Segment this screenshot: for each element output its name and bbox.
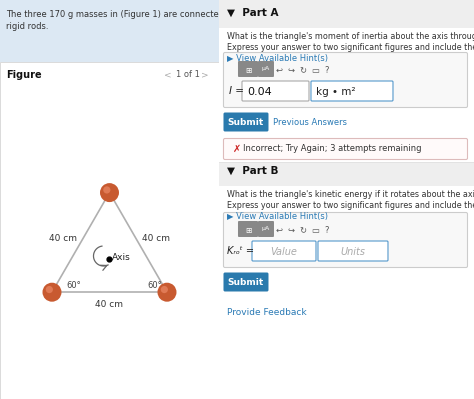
Text: Express your answer to two significant figures and include the approp: Express your answer to two significant f… [227, 201, 474, 210]
Text: Kᵣₒᵗ =: Kᵣₒᵗ = [227, 246, 254, 256]
Text: 1 of 1: 1 of 1 [176, 70, 200, 79]
FancyBboxPatch shape [238, 221, 258, 237]
Circle shape [46, 286, 53, 293]
FancyBboxPatch shape [223, 273, 268, 292]
Text: ↩: ↩ [275, 226, 283, 235]
FancyBboxPatch shape [238, 61, 258, 77]
Text: 40 cm: 40 cm [142, 234, 170, 243]
Circle shape [100, 183, 119, 202]
Text: The three 170 g masses in (Figure 1) are connected by massless,: The three 170 g masses in (Figure 1) are… [6, 10, 281, 19]
Text: What is the triangle's moment of inertia about the axis through the center?: What is the triangle's moment of inertia… [227, 32, 474, 41]
Bar [0, 62, 219, 399]
Circle shape [157, 283, 176, 302]
Text: 40 cm: 40 cm [95, 300, 124, 309]
Text: Provide Feedback: Provide Feedback [227, 308, 307, 317]
Text: I =: I = [229, 86, 244, 96]
Text: 60°: 60° [147, 281, 162, 290]
Text: 60°: 60° [66, 281, 81, 290]
Text: ⊞: ⊞ [245, 226, 251, 235]
Text: ✗: ✗ [233, 144, 241, 154]
Text: Axis: Axis [111, 253, 130, 261]
Text: μA: μA [262, 66, 270, 71]
Text: Figure: Figure [6, 70, 42, 80]
FancyBboxPatch shape [252, 241, 316, 261]
Circle shape [161, 286, 168, 293]
Text: kg • m²: kg • m² [316, 87, 356, 97]
Text: Value: Value [271, 247, 297, 257]
Bar [0, 0, 219, 62]
Text: Units: Units [340, 247, 365, 257]
Text: >: > [201, 70, 209, 79]
FancyBboxPatch shape [318, 241, 388, 261]
Text: ▭: ▭ [311, 66, 319, 75]
Text: μA: μA [262, 226, 270, 231]
Text: What is the triangle's kinetic energy if it rotates about the axis at 6.0 rev/s: What is the triangle's kinetic energy if… [227, 190, 474, 199]
Text: Submit: Submit [228, 118, 264, 127]
FancyBboxPatch shape [311, 81, 393, 101]
Text: ?: ? [325, 226, 329, 235]
Circle shape [43, 283, 62, 302]
FancyBboxPatch shape [223, 213, 467, 267]
Text: rigid rods.: rigid rods. [6, 22, 48, 31]
FancyBboxPatch shape [242, 81, 309, 101]
Text: 0.04: 0.04 [247, 87, 272, 97]
FancyBboxPatch shape [258, 221, 274, 237]
FancyBboxPatch shape [223, 138, 467, 160]
FancyBboxPatch shape [258, 61, 274, 77]
Bar [219, 162, 474, 186]
Text: 40 cm: 40 cm [49, 234, 77, 243]
Text: ↻: ↻ [300, 226, 307, 235]
Text: Express your answer to two significant figures and include the approp: Express your answer to two significant f… [227, 43, 474, 52]
Text: ↪: ↪ [288, 226, 294, 235]
Circle shape [103, 186, 110, 194]
Bar [219, 0, 474, 28]
FancyBboxPatch shape [223, 53, 467, 107]
Text: ↪: ↪ [288, 66, 294, 75]
Text: Incorrect; Try Again; 3 attempts remaining: Incorrect; Try Again; 3 attempts remaini… [243, 144, 421, 153]
Text: <: < [164, 70, 172, 79]
Text: ▼  Part B: ▼ Part B [227, 166, 279, 176]
Text: ⊞: ⊞ [245, 66, 251, 75]
Text: ▶ View Available Hint(s): ▶ View Available Hint(s) [227, 212, 328, 221]
Text: ↻: ↻ [300, 66, 307, 75]
Text: Previous Answers: Previous Answers [273, 118, 347, 127]
Text: ?: ? [325, 66, 329, 75]
Text: ▶ View Available Hint(s): ▶ View Available Hint(s) [227, 54, 328, 63]
FancyBboxPatch shape [223, 113, 268, 132]
Text: ↩: ↩ [275, 66, 283, 75]
Text: Submit: Submit [228, 278, 264, 287]
Text: ▼  Part A: ▼ Part A [227, 8, 279, 18]
Text: ▭: ▭ [311, 226, 319, 235]
